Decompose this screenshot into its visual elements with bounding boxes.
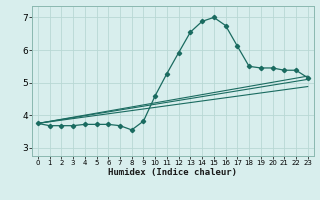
X-axis label: Humidex (Indice chaleur): Humidex (Indice chaleur) [108,168,237,177]
